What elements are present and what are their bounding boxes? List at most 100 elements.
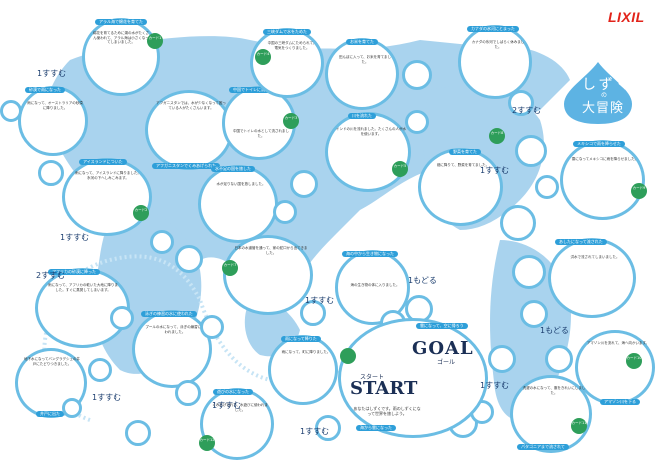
- space-title: アイスランドについた: [79, 159, 127, 165]
- blank-space[interactable]: [508, 90, 534, 116]
- start-kana: スタート: [360, 374, 385, 381]
- space-text: 雨になって、アイスランドに降りました。氷河の下へしみこみます。: [75, 171, 141, 180]
- blank-space[interactable]: [290, 170, 318, 198]
- space-flood[interactable]: あしたになって流された 洪水で流されてしまいました。: [548, 238, 636, 318]
- step-text: 1すすむ: [480, 166, 510, 175]
- step-text: 2すすむ: [512, 106, 542, 115]
- space-water-pipe[interactable]: 日本の水道管を通って、家の蛇口から出てきました。 カード7: [222, 235, 313, 315]
- blank-space[interactable]: [200, 315, 224, 339]
- space-river[interactable]: 川を流れた インドの川を流れました。たくさんの人が水を使います。 カード5: [325, 112, 411, 192]
- space-text: 雲になってメキシコに雨を降らせました。: [571, 157, 639, 161]
- space-text: 水が足りない国を旅しました。: [216, 182, 266, 186]
- space-title: 三峡ダムで水をためた: [263, 29, 311, 35]
- step-text: 1もどる: [408, 276, 437, 285]
- space-mexico-rain[interactable]: メキシコで雨を降らせた 雲になってメキシコに雨を降らせました。 カード9: [560, 140, 647, 220]
- blank-space[interactable]: [150, 230, 174, 254]
- space-title: あしたになって流された: [555, 239, 607, 245]
- start-label: START: [350, 378, 418, 399]
- lixil-logo: LIXIL: [608, 9, 645, 25]
- card-badge: カード3: [283, 113, 299, 129]
- space-title: 海の中から生き物になった: [342, 251, 398, 257]
- blank-space[interactable]: [545, 345, 573, 373]
- space-text: くみあげられて、水遊びに使われました。: [212, 403, 268, 412]
- space-aral-sea[interactable]: アラル海で綿花を育てた 綿花を育てるために湖の水がたくさん使われて、アラル海は小…: [82, 18, 163, 96]
- blank-space[interactable]: [62, 398, 82, 418]
- space-vegetables[interactable]: 野菜を育てた 畑に降りて、野菜を育てました。: [418, 148, 503, 226]
- title-line2: 大冒険: [582, 101, 625, 116]
- space-text: アフガニスタンでは、水が少なくなって困っている人がたくさんいます。: [156, 101, 226, 110]
- blank-space[interactable]: [273, 200, 297, 224]
- space-rice-field[interactable]: お米を育てた 田んぼに入って、お米を育てました。: [325, 38, 399, 110]
- space-afghanistan[interactable]: アフガニスタンでは、水が少なくなって困っている人がたくさんいます。 アフガニスタ…: [145, 90, 233, 170]
- blank-space[interactable]: [175, 245, 203, 273]
- space-footer: アマゾン川を下る: [600, 399, 640, 405]
- blank-space[interactable]: [520, 300, 548, 328]
- blank-space[interactable]: [535, 175, 559, 199]
- blank-space[interactable]: [0, 100, 22, 122]
- space-title: カナダの氷河にとまった: [467, 26, 519, 32]
- space-text: 海の生き物の体に入りました。: [350, 283, 400, 287]
- step-text: 1すすむ: [212, 401, 242, 410]
- space-desert[interactable]: 砂漠で雨になった 雨になって、オーストラリアの砂漠に降りました。: [18, 86, 88, 156]
- space-footer: 井戸に出た: [36, 411, 64, 417]
- space-title: 野菜を育てた: [449, 149, 481, 155]
- space-text: 雨になって、オーストラリアの砂漠に降りました。: [27, 101, 83, 110]
- space-laundry[interactable]: 洗濯の水になって、服をきれいにしました。 カード11 パタゴニアまで流されて: [510, 375, 592, 453]
- space-text: 田んぼに入って、お米を育てました。: [339, 55, 391, 64]
- blank-space[interactable]: [402, 60, 432, 90]
- space-footer: パタゴニアまで流されて: [517, 444, 569, 450]
- step-text: 1すすむ: [92, 393, 122, 402]
- space-text: 中国でトイレの水として流されました。: [233, 129, 289, 138]
- space-canada-glacier[interactable]: カナダの氷河にとまった カナダの氷河でしばらく休みました。 カード8: [458, 25, 532, 144]
- step-text: 2すすむ: [36, 271, 66, 280]
- title-no: の: [601, 92, 608, 99]
- space-water-play[interactable]: 遊びの水になった くみあげられて、水遊びに使われました。 カード12: [199, 388, 274, 460]
- step-text: 1すすむ: [60, 233, 90, 242]
- blank-space[interactable]: [512, 255, 546, 289]
- blank-space[interactable]: [405, 110, 429, 134]
- space-three-gorges-dam[interactable]: 三峡ダムで水をためた 中国の三峡ダムにためられて、電気をつくりました。 カード4: [250, 28, 324, 98]
- space-title: アラル海で綿花を育てた: [95, 19, 147, 25]
- space-china-toilet[interactable]: 中国でトイレに流された 中国でトイレの水として流されました。 カード3: [222, 86, 299, 160]
- space-text: 雨になって、町に降りました。: [281, 350, 331, 354]
- space-africa-desert[interactable]: アフリカの砂漠に降った 雨になって、アフリカの乾いた大地に降りました。すぐに蒸発…: [35, 268, 130, 348]
- space-text: 洗濯の水になって、服をきれいにしました。: [522, 386, 586, 395]
- space-text: 雨になって、アフリカの乾いた大地に降りました。すぐに蒸発してしまいます。: [48, 283, 118, 292]
- space-text: 畑に降りて、野菜を育てました。: [436, 163, 490, 167]
- space-city-rain[interactable]: 雨になって降りた 雨になって、町に降りました。: [268, 335, 338, 405]
- goal-caption: 雲になって、空に帰ろう: [416, 323, 468, 329]
- blank-space[interactable]: [125, 420, 151, 446]
- goal-start-area[interactable]: [338, 318, 488, 438]
- space-text: カナダの氷河でしばらく休みました。: [471, 40, 525, 49]
- step-text: 1すすむ: [37, 69, 67, 78]
- space-text: 洪水で流されてしまいました。: [570, 255, 620, 259]
- card-badge: カード11: [571, 418, 587, 434]
- goal-kana: ゴール: [437, 359, 456, 366]
- space-water-shortage[interactable]: 水不足の国を旅した 水が足りない国を旅しました。: [198, 165, 278, 243]
- card-badge: カード10: [626, 353, 642, 369]
- space-swimming[interactable]: 泳ぎの練習の水に使われた プールの水になって、泳ぎの練習に使われました。: [132, 310, 212, 388]
- card-badge: カード4: [255, 49, 271, 65]
- space-text: アマゾン川を流れて、海へ向かいます。: [586, 341, 650, 345]
- title-drop-icon: [564, 62, 632, 124]
- blank-space[interactable]: [300, 300, 326, 326]
- blank-space[interactable]: [488, 345, 516, 373]
- blank-space[interactable]: [315, 415, 341, 441]
- blank-space[interactable]: [515, 135, 547, 167]
- space-title: 中国でトイレに流された: [229, 87, 281, 93]
- space-iceland[interactable]: アイスランドについた 雨になって、アイスランドに降りました。氷河の下へしみこみま…: [62, 158, 152, 236]
- space-title: アフリカの砂漠に降った: [48, 269, 100, 275]
- space-text: プールの水になって、泳ぎの練習に使われました。: [145, 325, 205, 334]
- blank-space[interactable]: [175, 380, 201, 406]
- step-text: 1すすむ: [480, 381, 510, 390]
- blank-space[interactable]: [38, 160, 64, 186]
- start-footer: 海から雲になった: [356, 425, 396, 431]
- card-badge: カード12: [199, 435, 215, 451]
- blank-space[interactable]: [500, 205, 536, 241]
- card-badge: カード7: [222, 260, 238, 276]
- card-badge: カード1: [147, 33, 163, 49]
- space-amazon-river[interactable]: アマゾン川を流れて、海へ向かいます。 カード10 アマゾン川を下る: [575, 330, 655, 405]
- blank-space[interactable]: [110, 306, 134, 330]
- blank-space[interactable]: [88, 358, 112, 382]
